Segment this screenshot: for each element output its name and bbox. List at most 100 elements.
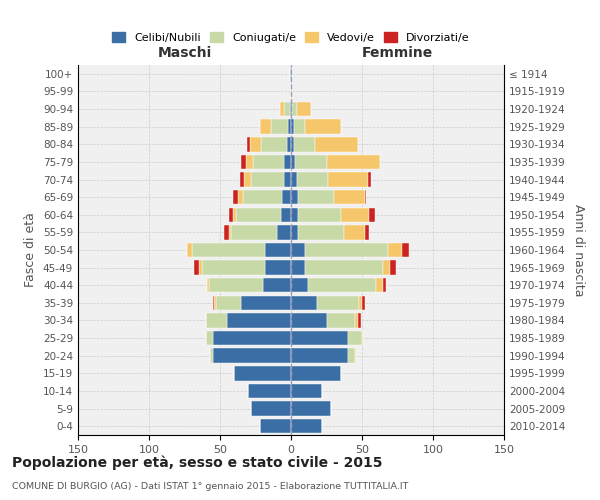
Bar: [344, 225, 365, 240]
Legend: Celibi/Nubili, Coniugati/e, Vedovi/e, Divorziati/e: Celibi/Nubili, Coniugati/e, Vedovi/e, Di…: [108, 28, 474, 48]
Bar: [265, 243, 291, 257]
Bar: [213, 331, 291, 345]
Bar: [291, 260, 305, 275]
Bar: [291, 137, 294, 152]
Bar: [369, 208, 375, 222]
Bar: [291, 296, 317, 310]
Bar: [261, 137, 287, 152]
Bar: [291, 102, 292, 117]
Bar: [250, 137, 261, 152]
Bar: [383, 278, 386, 292]
Bar: [213, 296, 214, 310]
Bar: [292, 102, 296, 117]
Bar: [247, 137, 250, 152]
Bar: [295, 154, 326, 169]
Bar: [284, 154, 291, 169]
Bar: [224, 225, 229, 240]
Bar: [315, 137, 358, 152]
Bar: [328, 172, 368, 186]
Bar: [291, 190, 298, 204]
Bar: [227, 314, 291, 328]
Bar: [305, 260, 383, 275]
Text: Maschi: Maschi: [157, 46, 212, 60]
Bar: [194, 260, 199, 275]
Bar: [284, 102, 290, 117]
Bar: [240, 172, 244, 186]
Bar: [291, 225, 298, 240]
Text: Popolazione per età, sesso e stato civile - 2015: Popolazione per età, sesso e stato civil…: [12, 456, 383, 470]
Bar: [187, 243, 191, 257]
Bar: [305, 120, 341, 134]
Bar: [355, 348, 356, 363]
Bar: [291, 154, 295, 169]
Bar: [229, 208, 233, 222]
Bar: [290, 66, 291, 81]
Bar: [277, 225, 291, 240]
Bar: [191, 243, 265, 257]
Bar: [291, 384, 322, 398]
Bar: [291, 419, 322, 434]
Bar: [245, 154, 253, 169]
Bar: [232, 225, 277, 240]
Bar: [229, 225, 232, 240]
Bar: [291, 208, 298, 222]
Bar: [216, 296, 241, 310]
Bar: [362, 296, 365, 310]
Bar: [214, 296, 216, 310]
Bar: [294, 120, 305, 134]
Bar: [202, 260, 265, 275]
Bar: [365, 225, 369, 240]
Bar: [294, 137, 315, 152]
Bar: [391, 260, 396, 275]
Bar: [260, 419, 291, 434]
Bar: [238, 190, 243, 204]
Bar: [284, 172, 291, 186]
Bar: [241, 296, 291, 310]
Y-axis label: Fasce di età: Fasce di età: [25, 212, 37, 288]
Bar: [334, 190, 365, 204]
Bar: [236, 208, 281, 222]
Bar: [248, 384, 291, 398]
Bar: [207, 278, 209, 292]
Bar: [244, 172, 251, 186]
Bar: [358, 314, 361, 328]
Bar: [298, 208, 341, 222]
Bar: [402, 243, 409, 257]
Text: COMUNE DI BURGIO (AG) - Dati ISTAT 1° gennaio 2015 - Elaborazione TUTTITALIA.IT: COMUNE DI BURGIO (AG) - Dati ISTAT 1° ge…: [12, 482, 409, 491]
Bar: [206, 314, 227, 328]
Bar: [383, 260, 391, 275]
Bar: [291, 331, 348, 345]
Bar: [308, 278, 376, 292]
Bar: [326, 154, 380, 169]
Bar: [271, 120, 288, 134]
Bar: [209, 278, 263, 292]
Bar: [359, 296, 362, 310]
Bar: [365, 190, 366, 204]
Bar: [317, 296, 359, 310]
Bar: [287, 137, 291, 152]
Bar: [290, 102, 291, 117]
Bar: [296, 102, 311, 117]
Bar: [233, 208, 236, 222]
Bar: [355, 314, 358, 328]
Bar: [368, 172, 371, 186]
Bar: [206, 331, 213, 345]
Bar: [305, 243, 388, 257]
Bar: [291, 314, 326, 328]
Bar: [210, 348, 213, 363]
Bar: [251, 172, 284, 186]
Bar: [213, 348, 291, 363]
Bar: [291, 402, 331, 416]
Bar: [388, 243, 402, 257]
Bar: [288, 120, 291, 134]
Bar: [263, 278, 291, 292]
Bar: [234, 366, 291, 380]
Bar: [341, 208, 369, 222]
Bar: [241, 154, 245, 169]
Bar: [251, 402, 291, 416]
Bar: [199, 260, 202, 275]
Bar: [362, 331, 364, 345]
Text: Femmine: Femmine: [362, 46, 433, 60]
Bar: [291, 348, 348, 363]
Bar: [291, 120, 294, 134]
